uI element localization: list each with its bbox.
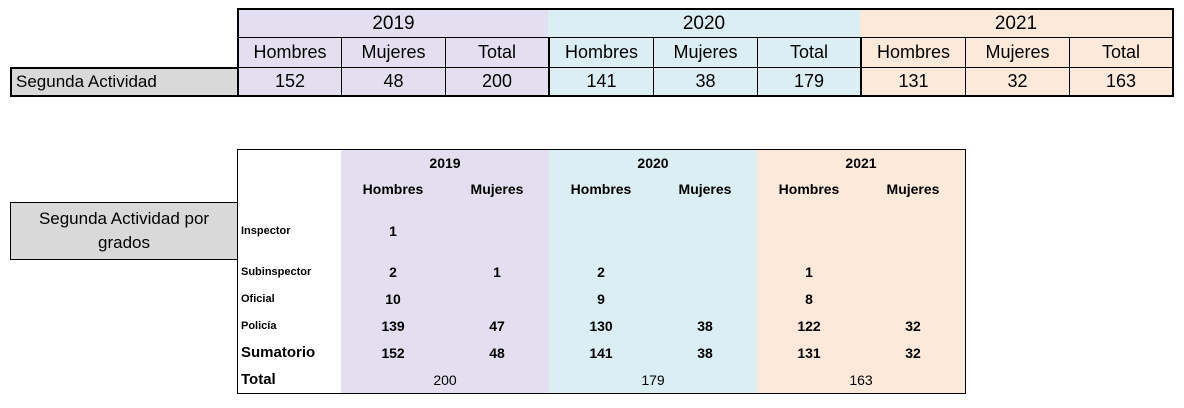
grades-year-header-2021: 2021 <box>757 149 966 176</box>
value-mujeres-2020: 38 <box>654 68 758 97</box>
total-2019: 200 <box>341 366 550 394</box>
year-header-2020: 2020 <box>548 8 862 38</box>
grades-table-label: Segunda Actividad por grados <box>10 202 238 260</box>
total-2021: 163 <box>757 366 966 394</box>
policia-hombres-2019: 139 <box>341 312 446 340</box>
oficial-hombres-2020: 9 <box>549 285 654 313</box>
row-label-segunda-actividad: Segunda Actividad <box>10 67 239 97</box>
subinspector-mujeres-2021 <box>861 259 966 286</box>
inspector-hombres-2020 <box>549 202 654 260</box>
sumatorio-hombres-2019: 152 <box>341 339 446 367</box>
value-hombres-2020: 141 <box>550 68 654 97</box>
grades-empty-subheader-cell <box>237 175 342 203</box>
column-header-mujeres-2021: Mujeres <box>966 38 1070 68</box>
grades-column-mujeres-2020: Mujeres <box>653 175 758 203</box>
oficial-hombres-2019: 10 <box>341 285 446 313</box>
sumatorio-hombres-2021: 131 <box>757 339 862 367</box>
inspector-mujeres-2020 <box>653 202 758 260</box>
policia-hombres-2021: 122 <box>757 312 862 340</box>
total-label: Total <box>237 366 342 394</box>
oficial-mujeres-2021 <box>861 285 966 313</box>
grades-year-header-2019: 2019 <box>341 149 550 176</box>
grades-column-hombres-2020: Hombres <box>549 175 654 203</box>
sumatorio-mujeres-2019: 48 <box>445 339 550 367</box>
subinspector-mujeres-2019: 1 <box>445 259 550 286</box>
column-header-hombres-2021: Hombres <box>862 38 966 68</box>
sumatorio-mujeres-2020: 38 <box>653 339 758 367</box>
column-header-total-2019: Total <box>446 38 550 68</box>
column-header-hombres-2019: Hombres <box>237 38 342 68</box>
grades-column-mujeres-2019: Mujeres <box>445 175 550 203</box>
value-hombres-2021: 131 <box>862 68 966 97</box>
year-header-2021: 2021 <box>860 8 1174 38</box>
column-header-mujeres-2020: Mujeres <box>654 38 758 68</box>
column-header-mujeres-2019: Mujeres <box>342 38 446 68</box>
value-total-2020: 179 <box>758 68 862 97</box>
column-header-total-2020: Total <box>758 38 862 68</box>
subinspector-hombres-2020: 2 <box>549 259 654 286</box>
sumatorio-mujeres-2021: 32 <box>861 339 966 367</box>
policia-hombres-2020: 130 <box>549 312 654 340</box>
subinspector-hombres-2021: 1 <box>757 259 862 286</box>
value-total-2019: 200 <box>446 68 550 97</box>
grades-column-mujeres-2021: Mujeres <box>861 175 966 203</box>
value-mujeres-2021: 32 <box>966 68 1070 97</box>
value-mujeres-2019: 48 <box>342 68 446 97</box>
year-header-2019: 2019 <box>237 8 550 38</box>
column-header-hombres-2020: Hombres <box>550 38 654 68</box>
grades-corner-cell <box>237 149 342 176</box>
inspector-mujeres-2021 <box>861 202 966 260</box>
value-total-2021: 163 <box>1070 68 1174 97</box>
grade-label-oficial: Oficial <box>237 285 342 313</box>
oficial-mujeres-2020 <box>653 285 758 313</box>
subinspector-hombres-2019: 2 <box>341 259 446 286</box>
subinspector-mujeres-2020 <box>653 259 758 286</box>
grade-label-inspector: Inspector <box>237 202 342 260</box>
policia-mujeres-2019: 47 <box>445 312 550 340</box>
inspector-mujeres-2019 <box>445 202 550 260</box>
inspector-hombres-2021 <box>757 202 862 260</box>
value-hombres-2019: 152 <box>237 68 342 97</box>
policia-mujeres-2021: 32 <box>861 312 966 340</box>
sumatorio-label: Sumatorio <box>237 339 342 367</box>
oficial-mujeres-2019 <box>445 285 550 313</box>
grade-label-subinspector: Subinspector <box>237 259 342 286</box>
total-2020: 179 <box>549 366 758 394</box>
sumatorio-hombres-2020: 141 <box>549 339 654 367</box>
grades-year-header-2020: 2020 <box>549 149 758 176</box>
oficial-hombres-2021: 8 <box>757 285 862 313</box>
inspector-hombres-2019: 1 <box>341 202 446 260</box>
policia-mujeres-2020: 38 <box>653 312 758 340</box>
grade-label-policia: Policía <box>237 312 342 340</box>
column-header-total-2021: Total <box>1070 38 1174 68</box>
grades-column-hombres-2021: Hombres <box>757 175 862 203</box>
grades-column-hombres-2019: Hombres <box>341 175 446 203</box>
